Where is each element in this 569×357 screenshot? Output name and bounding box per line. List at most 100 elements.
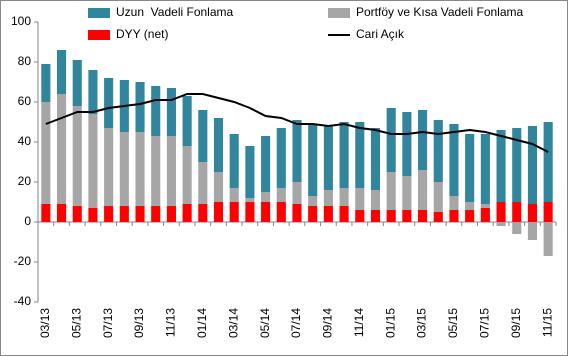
x-tick-label: 05/14 (258, 308, 272, 338)
bar-segment (292, 120, 302, 182)
bar-segment (104, 128, 114, 206)
bar-segment (308, 206, 318, 222)
bar-segment (433, 182, 443, 212)
bar-segment (88, 208, 98, 222)
bar-segment (198, 110, 208, 162)
bar-segment (72, 106, 82, 206)
bar-segment (449, 210, 459, 222)
bar-segment (88, 70, 98, 114)
bar-segment (198, 162, 208, 204)
bar-segment (433, 120, 443, 182)
bar-segment (355, 188, 365, 210)
bar-segment (119, 132, 129, 206)
x-tick-label: 07/15 (478, 308, 492, 338)
x-tick-label: 11/13 (164, 308, 178, 337)
bar-segment (370, 190, 381, 210)
bar-segment (527, 222, 538, 240)
x-tick-label: 03/15 (415, 308, 429, 338)
x-tick-label: 03/14 (226, 308, 240, 338)
legend-label: DYY (net) (116, 27, 168, 41)
y-tick-label: 20 (18, 174, 32, 188)
bar-segment (323, 206, 333, 222)
bar-segment (496, 222, 506, 226)
bar-segment (433, 212, 443, 222)
bar-segment (543, 202, 553, 222)
bar-segment (527, 204, 538, 222)
bar-segment (56, 204, 67, 222)
legend-swatch (88, 30, 110, 40)
bar-segment (512, 222, 522, 234)
y-tick-label: -40 (14, 294, 32, 308)
y-tick-label: 0 (24, 214, 31, 228)
bar-segment (292, 182, 302, 204)
bar-segment (512, 128, 522, 202)
bar-segment (41, 204, 51, 222)
bar-segment (88, 114, 98, 208)
bar-segment (480, 134, 490, 204)
bar-segment (386, 108, 396, 172)
x-tick-label: 05/13 (69, 308, 83, 338)
bar-segment (465, 210, 475, 222)
bar-segment (527, 126, 538, 204)
bar-segment (418, 170, 428, 210)
bar-segment (182, 204, 192, 222)
bar-segment (198, 204, 208, 222)
bar-segment (166, 206, 176, 222)
bar-segment (355, 210, 365, 222)
bar-segment (182, 146, 192, 204)
bar-segment (402, 176, 412, 210)
legend-label: Portföy ve Kısa Vadeli Fonlama (356, 5, 524, 19)
bar-segment (449, 124, 459, 196)
bar-segment (104, 206, 114, 222)
bar-segment (323, 190, 333, 206)
x-tick-label: 07/14 (289, 308, 303, 338)
bar-segment (229, 134, 239, 188)
bar-segment (323, 126, 333, 190)
x-tick-label: 01/15 (383, 308, 397, 338)
bar-segment (418, 210, 428, 222)
bar-segment (480, 204, 490, 208)
y-tick-label: 100 (11, 14, 31, 28)
bar-segment (276, 128, 286, 188)
bar-segment (292, 204, 302, 222)
bar-segment (480, 208, 490, 222)
bar-segment (72, 206, 82, 222)
bar-segment (308, 124, 318, 196)
bar-segment (465, 202, 475, 210)
bar-segment (339, 188, 349, 206)
bar-segment (104, 78, 114, 128)
bar-segment (261, 136, 271, 192)
y-tick-label: 40 (18, 134, 32, 148)
bar-segment (370, 128, 381, 190)
y-tick-label: -20 (14, 254, 32, 268)
bar-segment (41, 102, 51, 204)
y-tick-label: 80 (18, 54, 32, 68)
bar-segment (418, 110, 428, 170)
x-tick-label: 07/13 (101, 308, 115, 338)
bar-segment (135, 132, 145, 206)
bar-segment (465, 134, 475, 202)
x-tick-label: 09/14 (321, 308, 335, 338)
bar-segment (151, 86, 161, 136)
bar-segment (512, 202, 522, 222)
bar-segment (213, 118, 224, 172)
y-tick-label: 60 (18, 94, 32, 108)
bar-segment (166, 88, 176, 136)
bar-segment (135, 206, 145, 222)
x-tick-label: 09/13 (132, 308, 146, 338)
bar-segment (402, 112, 412, 176)
bar-segment (370, 210, 381, 222)
bar-segment (119, 206, 129, 222)
x-tick-label: 01/14 (195, 308, 209, 338)
bar-segment (41, 64, 51, 102)
bar-segment (276, 188, 286, 202)
bar-segment (56, 94, 67, 204)
bar-segment (386, 210, 396, 222)
bar-segment (182, 96, 192, 146)
x-tick-label: 03/13 (38, 308, 52, 338)
bar-segment (402, 210, 412, 222)
bar-segment (213, 172, 224, 202)
bar-segment (339, 122, 349, 188)
bar-segment (386, 172, 396, 210)
